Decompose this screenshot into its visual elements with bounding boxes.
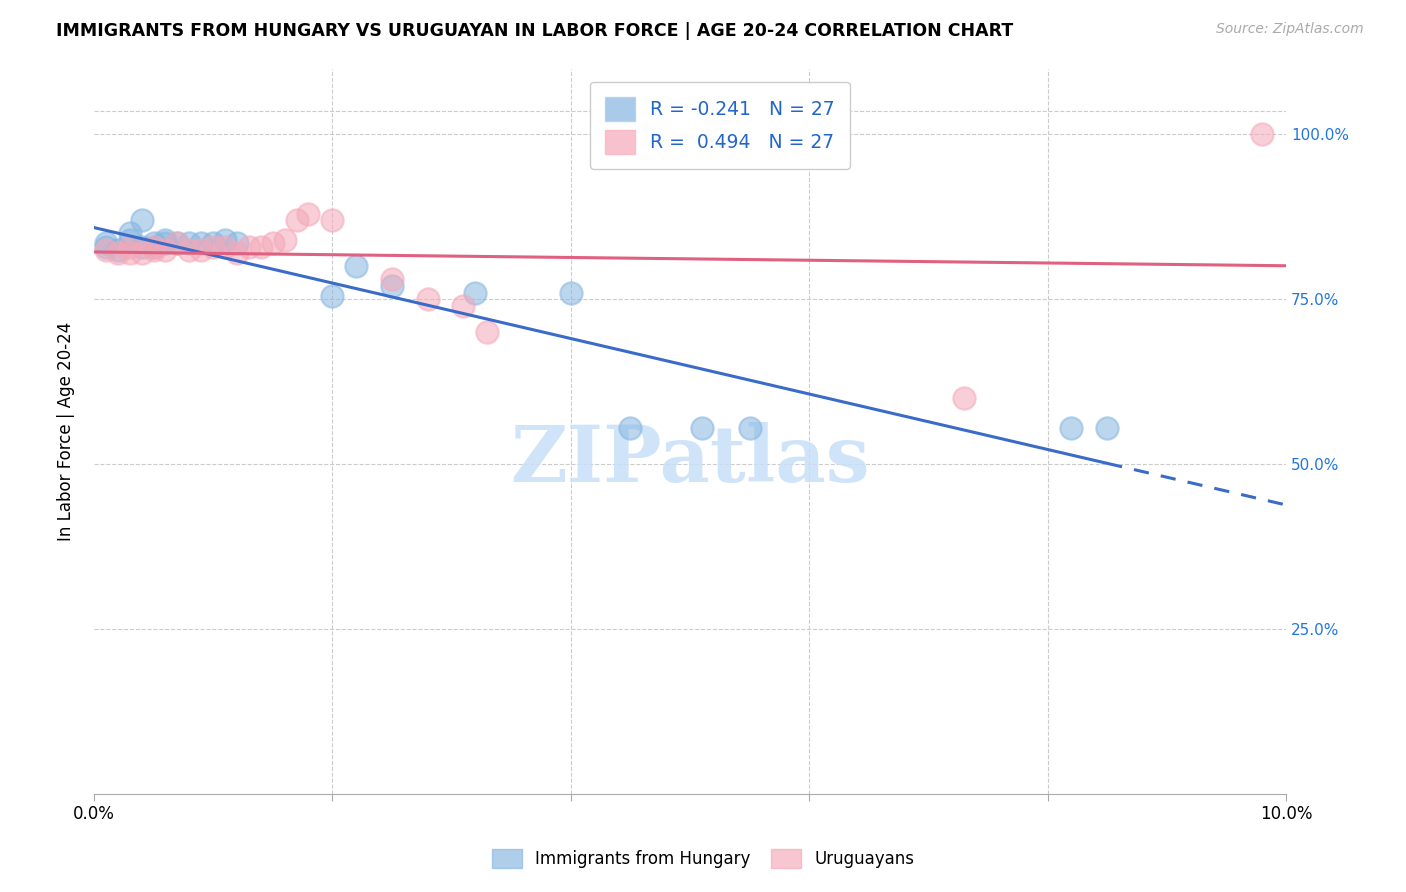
Point	[142, 239, 165, 253]
Point	[118, 227, 141, 241]
Point	[238, 239, 260, 253]
Text: ZIPatlas: ZIPatlas	[510, 422, 870, 498]
Legend: R = -0.241   N = 27, R =  0.494   N = 27: R = -0.241 N = 27, R = 0.494 N = 27	[591, 81, 849, 169]
Point	[381, 272, 404, 286]
Point	[953, 391, 976, 405]
Point	[381, 279, 404, 293]
Point	[107, 243, 129, 257]
Point	[131, 239, 153, 253]
Point	[166, 236, 188, 251]
Point	[202, 236, 225, 251]
Point	[179, 243, 201, 257]
Point	[344, 260, 367, 274]
Point	[190, 236, 212, 251]
Point	[738, 421, 761, 435]
Point	[560, 285, 582, 300]
Point	[118, 233, 141, 247]
Point	[321, 289, 343, 303]
Point	[107, 246, 129, 260]
Point	[155, 243, 177, 257]
Point	[464, 285, 486, 300]
Point	[477, 325, 499, 339]
Point	[94, 243, 117, 257]
Legend: Immigrants from Hungary, Uruguayans: Immigrants from Hungary, Uruguayans	[485, 842, 921, 875]
Point	[453, 299, 475, 313]
Point	[226, 246, 249, 260]
Point	[166, 236, 188, 251]
Point	[214, 239, 236, 253]
Point	[118, 239, 141, 253]
Point	[1251, 128, 1274, 142]
Point	[273, 233, 295, 247]
Point	[94, 236, 117, 251]
Point	[214, 233, 236, 247]
Point	[142, 243, 165, 257]
Text: IMMIGRANTS FROM HUNGARY VS URUGUAYAN IN LABOR FORCE | AGE 20-24 CORRELATION CHAR: IMMIGRANTS FROM HUNGARY VS URUGUAYAN IN …	[56, 22, 1014, 40]
Point	[250, 239, 273, 253]
Point	[1095, 421, 1118, 435]
Point	[1060, 421, 1083, 435]
Point	[142, 239, 165, 253]
Point	[619, 421, 641, 435]
Point	[190, 243, 212, 257]
Point	[94, 239, 117, 253]
Point	[179, 236, 201, 251]
Point	[155, 233, 177, 247]
Point	[226, 236, 249, 251]
Point	[155, 236, 177, 251]
Y-axis label: In Labor Force | Age 20-24: In Labor Force | Age 20-24	[58, 321, 75, 541]
Point	[131, 246, 153, 260]
Point	[297, 206, 319, 220]
Text: Source: ZipAtlas.com: Source: ZipAtlas.com	[1216, 22, 1364, 37]
Point	[131, 213, 153, 227]
Point	[416, 292, 439, 306]
Point	[118, 246, 141, 260]
Point	[202, 239, 225, 253]
Point	[285, 213, 308, 227]
Point	[142, 236, 165, 251]
Point	[321, 213, 343, 227]
Point	[262, 236, 284, 251]
Point	[690, 421, 713, 435]
